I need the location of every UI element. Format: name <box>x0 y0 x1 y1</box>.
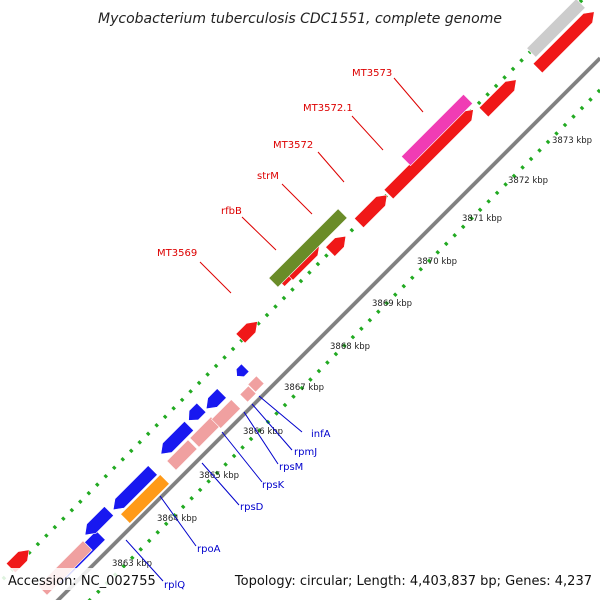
tick-label: 3863 kbp <box>112 559 152 569</box>
gene-infa-arrow <box>235 363 250 378</box>
gene-label-rpsm: rpsM <box>279 462 303 473</box>
gene-arrow <box>383 109 474 200</box>
backbone-line <box>55 56 600 600</box>
gene-arrow <box>188 402 207 421</box>
label-leaders <box>125 77 424 582</box>
tick-label: 3868 kbp <box>330 342 370 352</box>
gene-label-rpoa: rpoA <box>197 544 221 555</box>
gene-arrow <box>205 388 227 410</box>
gene-label-mt3569: MT3569 <box>157 248 197 259</box>
gene-label-strm: strM <box>257 171 279 182</box>
gene-rpoa-arrow <box>112 465 158 511</box>
gene-rpod-feature <box>120 474 170 524</box>
gene-label-infa: infA <box>311 429 331 440</box>
gene-label-mt3572: MT3572 <box>273 140 313 151</box>
tick-label: 3869 kbp <box>372 299 412 309</box>
tick-label: 3866 kbp <box>243 427 283 437</box>
gene-label-rpsk: rpsK <box>262 480 285 491</box>
map-title: Mycobacterium tuberculosis CDC1551, comp… <box>98 11 502 27</box>
tick-label: 3872 kbp <box>508 176 548 186</box>
tick-label: 3865 kbp <box>199 471 239 481</box>
gene-label-rfbb: rfbB <box>221 206 242 217</box>
accession-text: Accession: NC_002755 <box>8 574 156 589</box>
gene-feature <box>166 439 198 471</box>
gene-label-mt3572-1: MT3572.1 <box>303 103 353 114</box>
gene-arrow <box>353 194 388 229</box>
outer-dotted-ring <box>0 0 584 585</box>
gene-label-rpsd: rpsD <box>240 502 264 513</box>
gene-label-rplq: rplQ <box>164 580 185 591</box>
gene-mt3573-feature <box>400 93 474 167</box>
gene-label-rpmj: rpmJ <box>294 447 317 458</box>
tick-label: 3873 kbp <box>552 136 592 146</box>
gene-features <box>5 0 595 596</box>
gene-arrow <box>235 321 258 344</box>
tick-labels: 3863 kbp 3864 kbp 3865 kbp 3866 kbp 3867… <box>112 136 592 569</box>
genome-summary-text: Topology: circular; Length: 4,403,837 bp… <box>234 574 592 589</box>
gene-label-mt3573: MT3573 <box>352 68 392 79</box>
gene-arrow <box>5 549 30 574</box>
gene-arrow <box>325 235 347 257</box>
tick-label: 3867 kbp <box>284 383 324 393</box>
tick-label: 3870 kbp <box>417 257 457 267</box>
gene-labels: MT3569 rfbB strM MT3572 MT3572.1 MT3573 … <box>157 68 392 591</box>
tick-label: 3871 kbp <box>462 214 502 224</box>
gene-feature <box>189 416 221 448</box>
gene-arrow <box>84 505 115 536</box>
gene-arrow <box>160 420 195 455</box>
gene-feature <box>239 385 257 403</box>
gene-feature <box>247 375 265 393</box>
gene-feature <box>211 399 241 429</box>
gene-arrow <box>532 11 595 74</box>
gene-strm-feature <box>268 208 348 288</box>
inner-dotted-ring <box>87 88 600 600</box>
gene-arrow <box>478 79 517 118</box>
gene-unknown-feature <box>526 0 586 58</box>
